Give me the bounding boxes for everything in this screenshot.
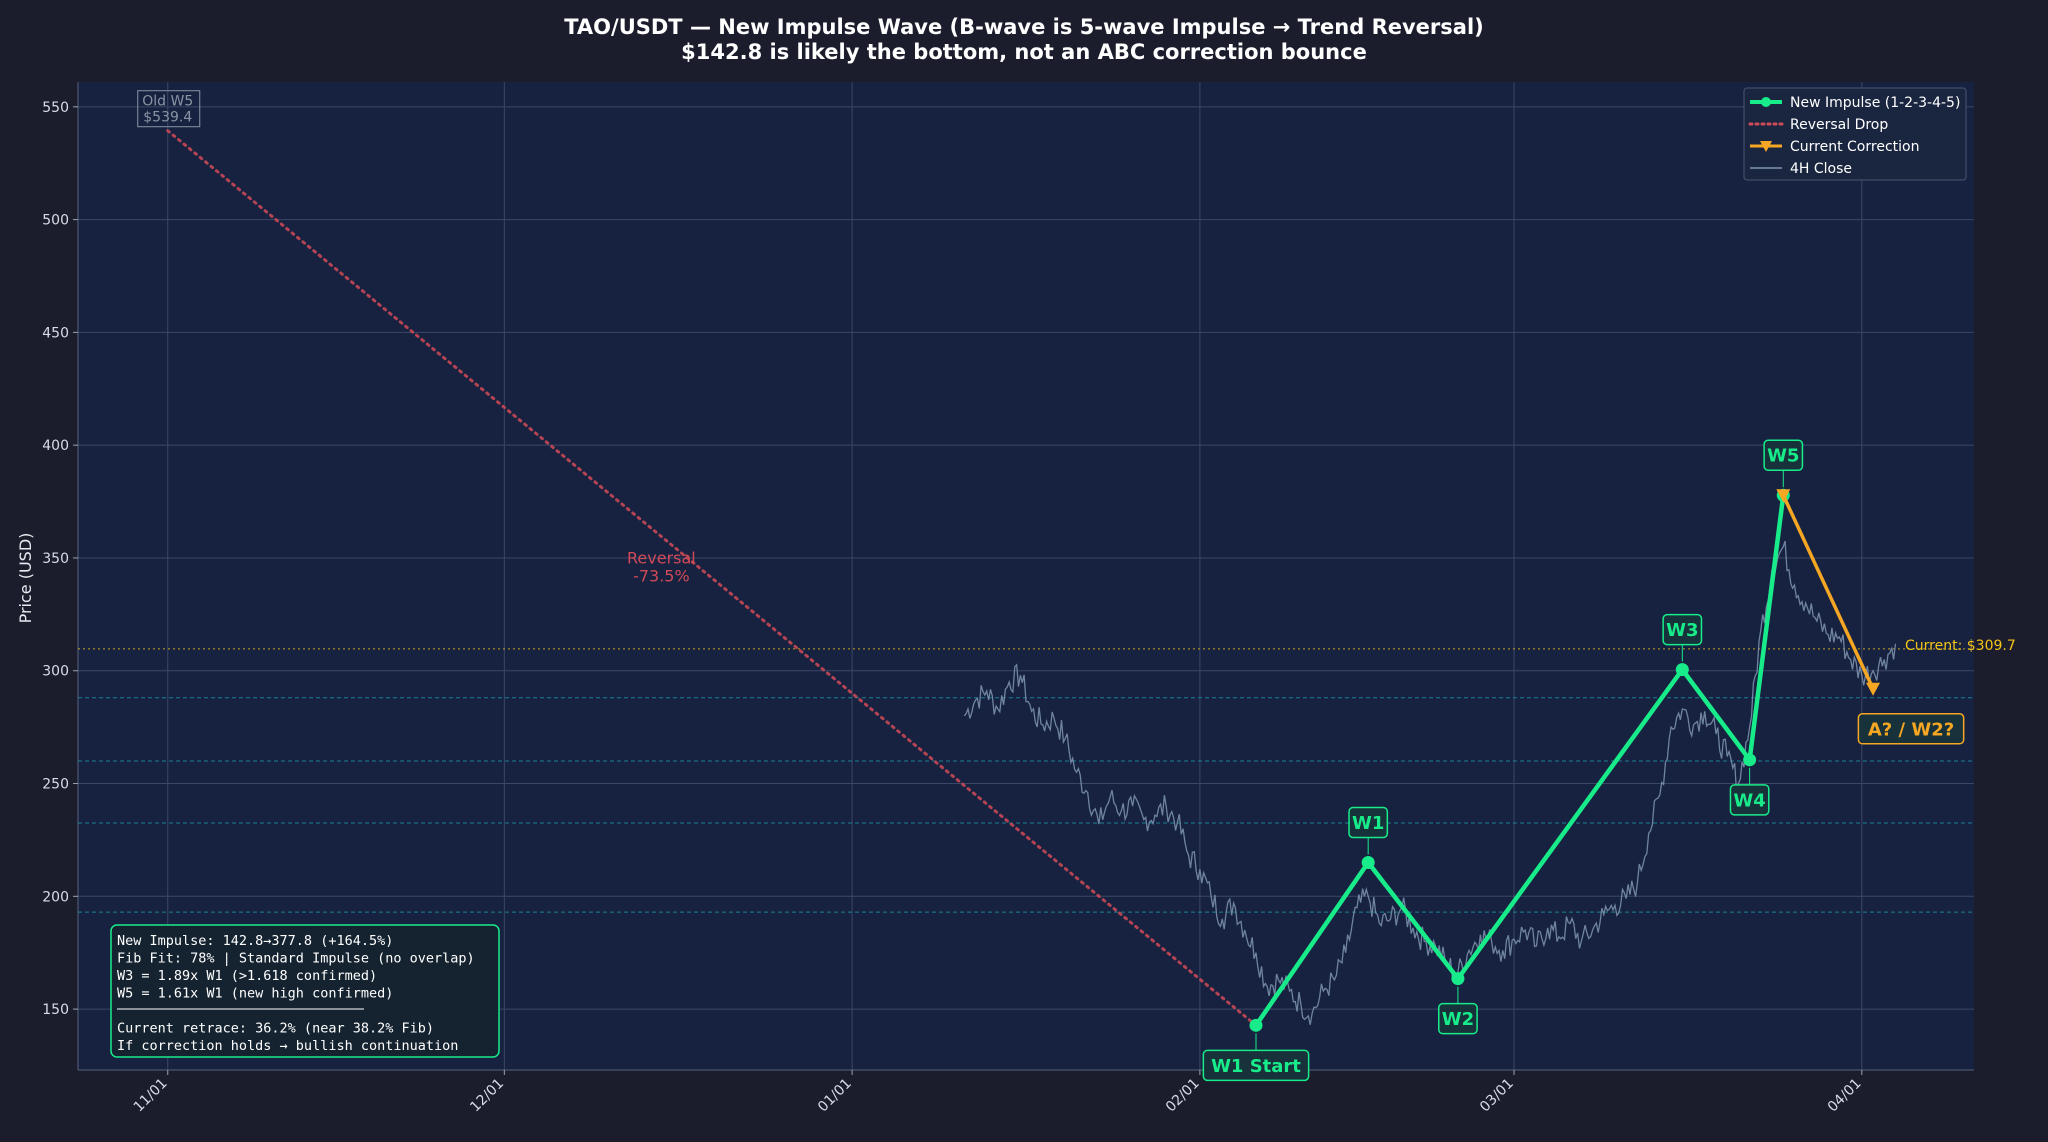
y-tick-label: 350 bbox=[42, 551, 69, 567]
wave-label-box bbox=[1763, 439, 1804, 471]
wave-label: W1 bbox=[1352, 813, 1384, 834]
correction-line bbox=[1781, 494, 1875, 690]
legend-label: Reversal Drop bbox=[1790, 117, 1888, 133]
impulse-point bbox=[1675, 663, 1689, 677]
wave-label-box bbox=[1202, 1049, 1310, 1082]
legend-item: Reversal Drop bbox=[1748, 117, 1888, 133]
wave-label-box bbox=[1729, 784, 1770, 816]
close-price-line bbox=[963, 540, 1897, 1025]
y-tick-label: 550 bbox=[42, 100, 69, 116]
info-box-line: Fib Fit: 78% | Standard Impulse (no over… bbox=[117, 951, 475, 967]
info-box-line: W5 = 1.61x W1 (new high confirmed) bbox=[117, 986, 393, 1002]
y-tick-label: 200 bbox=[42, 889, 69, 905]
wave-label-box bbox=[1662, 613, 1703, 646]
y-tick-label: 500 bbox=[42, 213, 69, 229]
info-box-line: W3 = 1.89x W1 (>1.618 confirmed) bbox=[117, 968, 377, 984]
wave-label: W4 bbox=[1733, 790, 1765, 811]
wave-label: W2 bbox=[1442, 1009, 1474, 1030]
info-box-line: Current retrace: 36.2% (near 38.2% Fib) bbox=[117, 1021, 434, 1037]
old-w5-label: Old W5 bbox=[142, 94, 193, 110]
old-w5-box bbox=[137, 90, 201, 128]
info-box-line: If correction holds → bullish continuati… bbox=[117, 1038, 458, 1054]
legend-label: 4H Close bbox=[1790, 161, 1852, 177]
legend-item: New Impulse (1-2-3-4-5) bbox=[1750, 95, 1960, 111]
old-w5-price: $539.4 bbox=[143, 110, 192, 126]
wave-label-box bbox=[1438, 1002, 1478, 1035]
legend-item: 4H Close bbox=[1750, 161, 1852, 177]
y-tick-label: 300 bbox=[42, 664, 69, 680]
legend-item: Current Correction bbox=[1750, 139, 1919, 155]
legend-label: New Impulse (1-2-3-4-5) bbox=[1790, 95, 1960, 111]
wave-label: W5 bbox=[1767, 446, 1799, 467]
reversal-label: Reversal bbox=[627, 548, 696, 567]
current-price-label: Current: $309.7 bbox=[1905, 638, 2016, 654]
wave-label-box bbox=[1348, 806, 1389, 839]
correction-label: A? / W2? bbox=[1868, 719, 1954, 740]
wave-label: W3 bbox=[1666, 620, 1698, 641]
impulse-point bbox=[1361, 855, 1375, 869]
y-tick-label: 400 bbox=[42, 438, 69, 454]
reversal-percent: -73.5% bbox=[633, 566, 690, 585]
legend-box bbox=[1743, 87, 1967, 181]
legend-label: Current Correction bbox=[1790, 139, 1919, 155]
legend-marker-impulse bbox=[1761, 97, 1771, 107]
chart-title: TAO/USDT — New Impulse Wave (B-wave is 5… bbox=[564, 15, 1484, 39]
y-tick-label: 250 bbox=[42, 777, 69, 793]
correction-marker bbox=[1866, 682, 1881, 696]
correction-marker bbox=[1776, 489, 1791, 503]
impulse-point bbox=[1743, 753, 1757, 767]
plot-area bbox=[78, 82, 1974, 1070]
impulse-line bbox=[1254, 494, 1786, 1027]
grid-lines bbox=[78, 82, 1974, 1070]
y-tick-label: 450 bbox=[42, 325, 69, 341]
info-box bbox=[110, 924, 500, 1058]
legend-marker-correction bbox=[1760, 141, 1772, 152]
info-box-line: New Impulse: 142.8→377.8 (+164.5%) bbox=[117, 933, 393, 949]
impulse-point bbox=[1451, 972, 1465, 986]
correction-label-box bbox=[1857, 713, 1965, 745]
y-axis-label: Price (USD) bbox=[16, 533, 35, 624]
chart-subtitle: $142.8 is likely the bottom, not an ABC … bbox=[681, 40, 1367, 64]
y-tick-label: 150 bbox=[42, 1002, 69, 1018]
wave-label: W1 Start bbox=[1211, 1056, 1301, 1077]
impulse-point bbox=[1249, 1018, 1263, 1032]
